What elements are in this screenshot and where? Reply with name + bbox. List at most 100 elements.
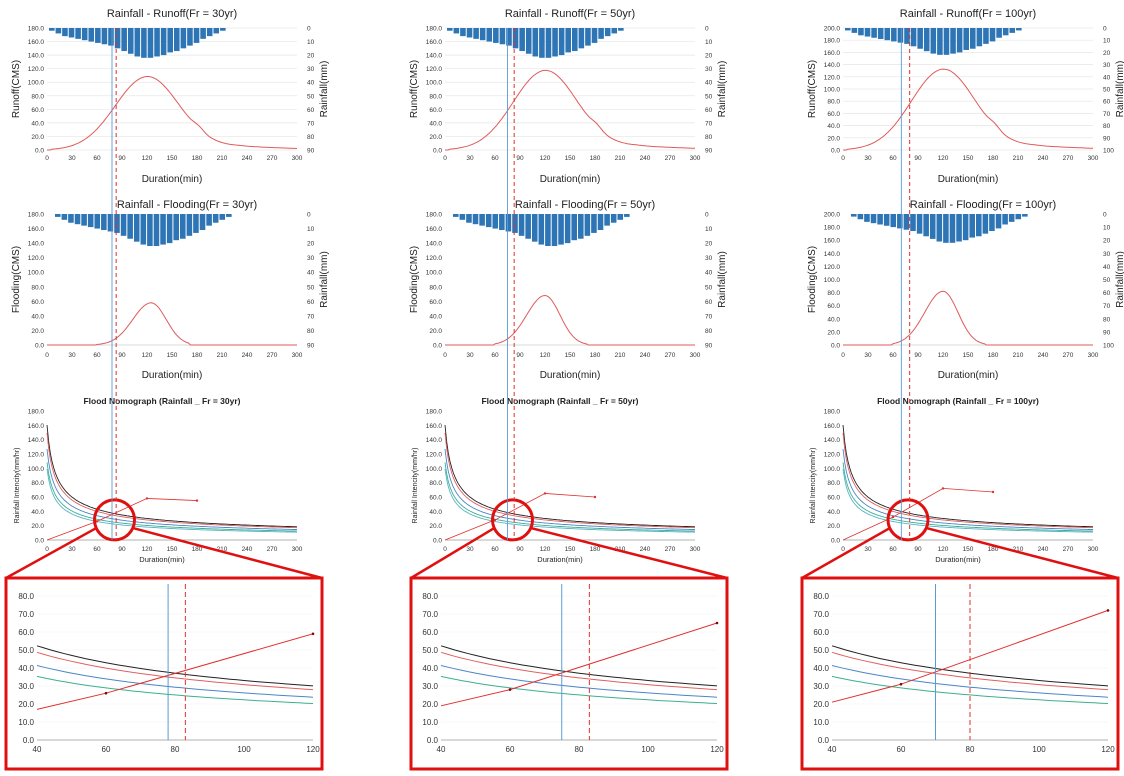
rain-bar bbox=[492, 214, 499, 229]
rain-bar bbox=[545, 214, 551, 247]
rain-bar bbox=[610, 214, 617, 223]
rain-bar bbox=[486, 28, 493, 42]
x-tick-label: 270 bbox=[267, 155, 278, 162]
rain-bar bbox=[512, 28, 519, 49]
x-tick-label: 30 bbox=[68, 546, 76, 553]
y-tick-label: 140.0 bbox=[28, 53, 45, 60]
rain-bar bbox=[551, 214, 558, 247]
rain-bar bbox=[565, 28, 571, 53]
zoom-connector bbox=[5, 526, 98, 580]
y2-tick-label: 20 bbox=[1103, 238, 1111, 245]
x-tick-label: 270 bbox=[665, 352, 676, 359]
rain-bar bbox=[552, 28, 558, 57]
rain-bar bbox=[545, 28, 552, 58]
rain-bar bbox=[473, 28, 479, 39]
x-tick-label: 60 bbox=[102, 745, 111, 754]
y-tick-label: 80.0 bbox=[827, 480, 840, 487]
rain-bar bbox=[1002, 28, 1009, 36]
rain-bar bbox=[167, 28, 173, 53]
flood-title: Rainfall - Flooding(Fr = 100yr) bbox=[910, 199, 1056, 211]
x-tick-label: 240 bbox=[1038, 546, 1049, 553]
rain-bar bbox=[101, 28, 108, 45]
x-tick-label: 30 bbox=[864, 546, 872, 553]
y2-tick-label: 50 bbox=[307, 284, 315, 291]
x-tick-label: 180 bbox=[192, 352, 203, 359]
x-tick-label: 90 bbox=[118, 352, 126, 359]
x-tick-label: 210 bbox=[217, 546, 228, 553]
y-tick-label: 60.0 bbox=[429, 495, 442, 502]
rainfall-marker bbox=[95, 520, 99, 523]
x-tick-label: 90 bbox=[516, 546, 524, 553]
rain-bar bbox=[186, 214, 193, 236]
y-tick-label: 120.0 bbox=[824, 74, 841, 81]
rain-bar bbox=[180, 28, 187, 49]
rain-bar bbox=[453, 214, 459, 217]
y-tick-label: 20.0 bbox=[827, 523, 840, 530]
highlight-circle bbox=[93, 498, 136, 542]
x-tick-label: 240 bbox=[640, 155, 651, 162]
x-tick-label: 240 bbox=[242, 352, 253, 359]
rain-bar bbox=[127, 28, 134, 54]
intensity-y-label: Rainfall Intencity(mm/hr) bbox=[14, 448, 21, 524]
rain-bar bbox=[923, 28, 930, 52]
x-tick-label: 30 bbox=[864, 155, 872, 162]
x-tick-label: 0 bbox=[443, 352, 447, 359]
y-tick-label: 0.0 bbox=[427, 736, 439, 745]
x-tick-label: 240 bbox=[640, 546, 651, 553]
x-tick-label: 90 bbox=[914, 155, 922, 162]
y-tick-label: 140.0 bbox=[426, 241, 443, 248]
y-tick-label: 140.0 bbox=[824, 251, 841, 258]
x-tick-label: 60 bbox=[491, 546, 499, 553]
x-tick-label: 60 bbox=[897, 745, 906, 754]
y-tick-label: 40.0 bbox=[31, 509, 44, 516]
x-tick-label: 120 bbox=[540, 546, 551, 553]
y2-tick-label: 50 bbox=[307, 93, 315, 100]
y-tick-label: 30.0 bbox=[813, 682, 829, 691]
rain-bar bbox=[564, 214, 571, 244]
rain-bar bbox=[166, 214, 173, 244]
y-tick-label: 20.0 bbox=[429, 134, 442, 141]
rain-bar bbox=[114, 214, 120, 233]
x-tick-label: 120 bbox=[540, 155, 551, 162]
y-tick-label: 120.0 bbox=[824, 452, 841, 459]
y2-tick-label: 20 bbox=[307, 241, 315, 248]
rain-bar bbox=[120, 214, 127, 236]
y2-tick-label: 30 bbox=[705, 66, 713, 73]
x-tick-label: 60 bbox=[93, 546, 101, 553]
y-tick-label: 80.0 bbox=[827, 290, 840, 297]
x-tick-label: 270 bbox=[1063, 155, 1074, 162]
y-tick-label: 20.0 bbox=[31, 134, 44, 141]
rain-bar bbox=[538, 214, 545, 245]
x-tick-label: 90 bbox=[516, 155, 524, 162]
y-tick-label: 0.0 bbox=[35, 148, 44, 155]
x-tick-label: 210 bbox=[1013, 546, 1024, 553]
rain-bar bbox=[459, 214, 466, 220]
y2-tick-label: 70 bbox=[307, 313, 315, 320]
x-tick-label: 300 bbox=[1088, 155, 1099, 162]
y-tick-label: 20.0 bbox=[827, 135, 840, 142]
x-tick-label: 300 bbox=[292, 546, 303, 553]
y-tick-label: 60.0 bbox=[429, 299, 442, 306]
y-tick-label: 60.0 bbox=[31, 495, 44, 502]
y2-tick-label: 30 bbox=[705, 255, 713, 262]
rainfall-marker bbox=[543, 492, 547, 495]
rain-bar bbox=[61, 214, 68, 220]
rain-bar bbox=[891, 28, 897, 42]
x-tick-label: 240 bbox=[242, 546, 253, 553]
intensity-curve-black bbox=[46, 424, 298, 528]
runoff-curve bbox=[843, 68, 1093, 151]
rain-bar bbox=[943, 214, 949, 243]
rain-bar bbox=[518, 214, 525, 236]
x-tick-label: 150 bbox=[167, 352, 178, 359]
x-tick-label: 300 bbox=[690, 546, 701, 553]
rain-bar bbox=[591, 214, 597, 233]
y-tick-label: 200.0 bbox=[824, 26, 841, 33]
y2-tick-label: 50 bbox=[705, 93, 713, 100]
y-tick-label: 100.0 bbox=[28, 466, 45, 473]
rain-bar bbox=[604, 28, 611, 37]
x-tick-label: 120 bbox=[540, 352, 551, 359]
rain-bar bbox=[505, 214, 512, 232]
intensity-curve-green bbox=[46, 462, 298, 532]
zoom-chart-2 bbox=[800, 526, 1120, 771]
y-tick-label: 0.0 bbox=[35, 343, 44, 350]
